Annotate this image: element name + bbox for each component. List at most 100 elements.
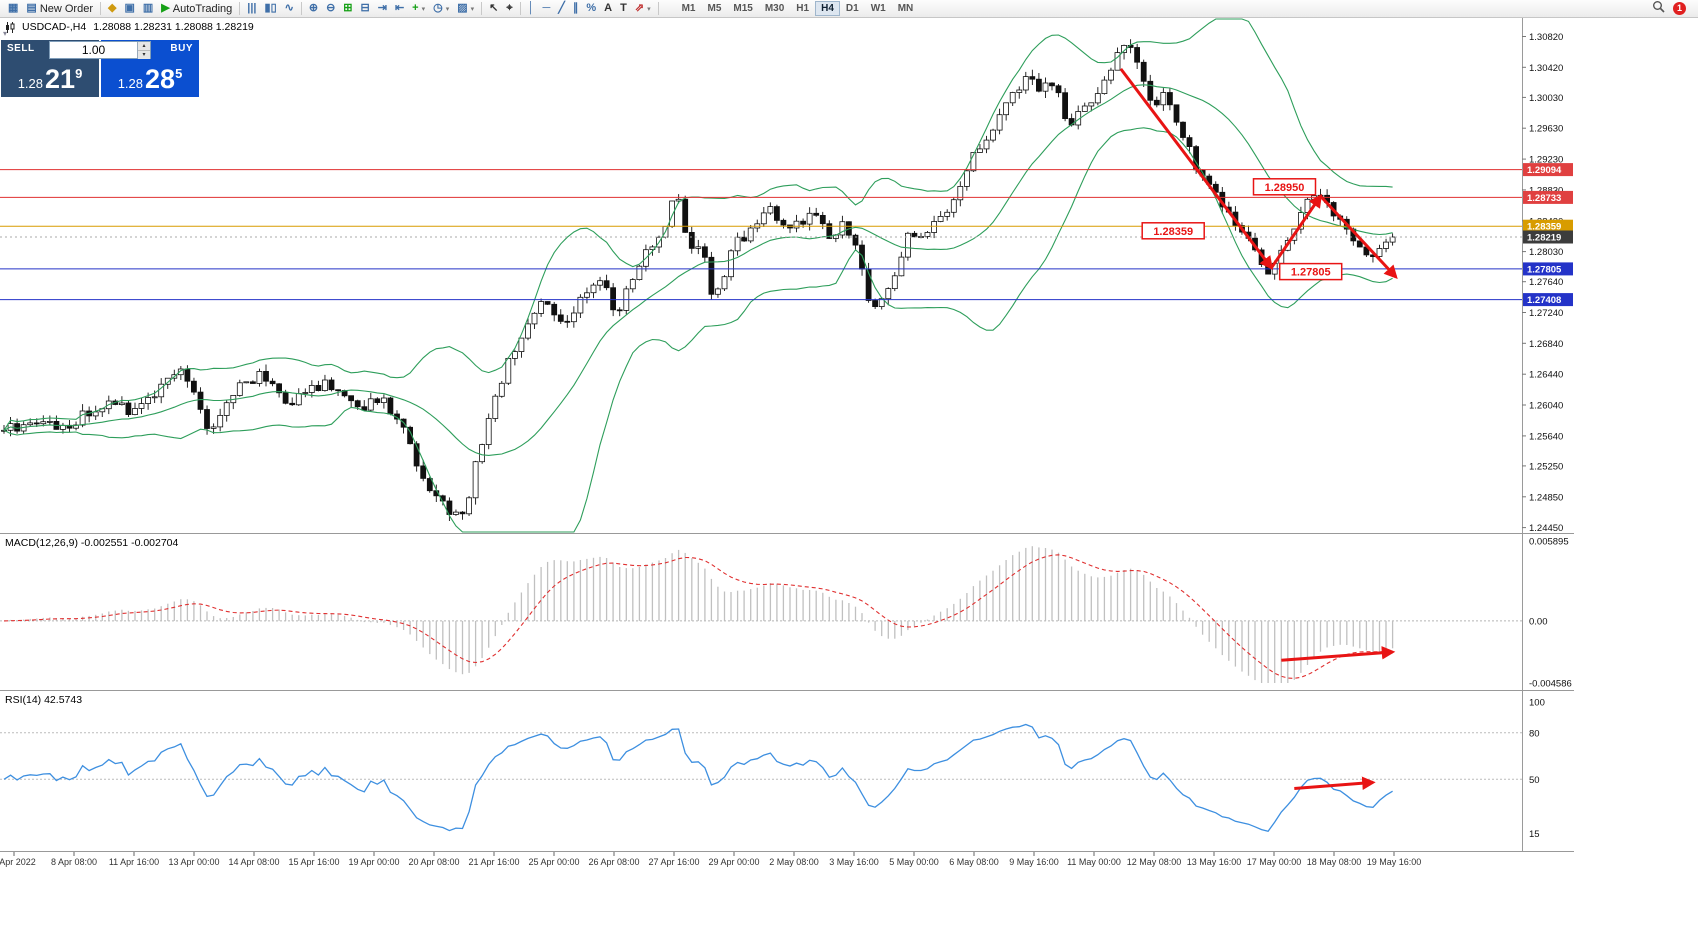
svg-text:1.28219: 1.28219 [1527, 233, 1561, 244]
svg-text:26 Apr 08:00: 26 Apr 08:00 [588, 857, 639, 867]
annotations: 1.28950 1.28359 1.27805 [1119, 67, 1398, 790]
fibonacci-icon[interactable]: % [582, 1, 600, 17]
timeframe-h1-button[interactable]: H1 [790, 1, 815, 16]
svg-text:19 May 16:00: 19 May 16:00 [1367, 857, 1422, 867]
toolbar-buttons: ▦ ▤ New Order ◆ ▣ ▥ ▶ AutoTrading ||| ▮▯ ∿ ⊕ ⊖ ⊞ ⊟ ⇥ ⇤ + ▾… [4, 1, 662, 17]
data-window-icon[interactable]: ▥ [139, 1, 157, 17]
timeframe-m1-button[interactable]: M1 [676, 1, 702, 16]
auto-scroll-icon[interactable]: ⇥ [374, 1, 391, 17]
svg-text:5 May 00:00: 5 May 00:00 [889, 857, 939, 867]
svg-text:25 Apr 00:00: 25 Apr 00:00 [528, 857, 579, 867]
svg-text:18 May 08:00: 18 May 08:00 [1307, 857, 1362, 867]
candlestick-chart-icon[interactable]: ▮▯ [261, 1, 281, 17]
svg-text:1.28359: 1.28359 [1527, 222, 1561, 233]
svg-text:8 Apr 08:00: 8 Apr 08:00 [51, 857, 97, 867]
symbol-period-label: USDCAD-,H4 [22, 21, 87, 33]
svg-text:80: 80 [1529, 728, 1540, 739]
svg-text:1.30030: 1.30030 [1529, 93, 1563, 104]
price-scale: 1.308201.304201.300301.296301.292301.288… [1522, 18, 1698, 937]
toolbar-separator [481, 2, 483, 15]
volume-up-button[interactable]: ▴ [138, 42, 150, 50]
line-chart-icon[interactable]: ∿ [281, 1, 298, 17]
timeframe-h4-button[interactable]: H4 [815, 1, 840, 16]
indicators-button[interactable]: + ▾ [408, 1, 429, 17]
svg-text:-0.004586: -0.004586 [1529, 679, 1572, 690]
horizontal-lines-group [0, 169, 1522, 301]
vertical-line-icon[interactable]: │ [524, 1, 539, 17]
svg-text:15 Apr 16:00: 15 Apr 16:00 [288, 857, 339, 867]
chart-shift-icon[interactable]: ⇤ [391, 1, 408, 17]
buy-price: 1.28285 [117, 64, 183, 94]
svg-text:1.27805: 1.27805 [1291, 267, 1331, 279]
svg-text:1.26840: 1.26840 [1529, 339, 1563, 350]
svg-text:1.30420: 1.30420 [1529, 63, 1563, 74]
search-icon[interactable] [1652, 0, 1665, 18]
toolbar-separator [519, 2, 521, 15]
sell-price: 1.28219 [17, 64, 83, 94]
autotrading-button[interactable]: ▶ AutoTrading [157, 1, 236, 17]
svg-text:1.28733: 1.28733 [1527, 193, 1561, 204]
text-label-icon[interactable]: T [616, 1, 631, 17]
timeframe-w1-button[interactable]: W1 [865, 1, 892, 16]
periods-button[interactable]: ◷ ▾ [429, 1, 453, 17]
svg-text:1.27408: 1.27408 [1527, 295, 1561, 306]
new-chart-button[interactable]: ▦ [4, 1, 22, 17]
zoom-out-icon[interactable]: ⊖ [322, 1, 339, 17]
arrows-button[interactable]: ⇗ ▾ [631, 1, 655, 17]
svg-text:1.30820: 1.30820 [1529, 32, 1563, 43]
svg-text:3 May 16:00: 3 May 16:00 [829, 857, 879, 867]
toolbar-separator [300, 2, 302, 15]
trendline-icon[interactable]: ╱ [554, 1, 569, 17]
bar-chart-icon[interactable]: ||| [243, 1, 260, 17]
templates-button[interactable]: ▨ ▾ [453, 1, 478, 17]
toolbar-separator [239, 2, 241, 15]
svg-text:1.29094: 1.29094 [1527, 165, 1562, 176]
toolbar-separator [657, 2, 659, 15]
svg-text:1.28030: 1.28030 [1529, 247, 1563, 258]
one-click-trading-panel: SELL 1.28219 BUY 1.28285 ▴ ▾ [1, 40, 199, 97]
tile-windows-icon[interactable]: ⊞ [339, 1, 356, 17]
cascade-windows-icon[interactable]: ⊟ [357, 1, 374, 17]
text-icon[interactable]: A [600, 1, 616, 17]
svg-text:1.25640: 1.25640 [1529, 431, 1563, 442]
timeframe-d1-button[interactable]: D1 [840, 1, 865, 16]
rsi-indicator-label: RSI(14) 42.5743 [5, 694, 83, 706]
pane-separators [0, 533, 1574, 852]
volume-input[interactable] [50, 42, 137, 58]
toolbar-separator [100, 2, 101, 15]
market-watch-icon[interactable]: ▣ [120, 1, 138, 17]
svg-text:1.27805: 1.27805 [1527, 264, 1562, 275]
new-order-button[interactable]: ▤ New Order [22, 1, 97, 17]
time-axis: 8 Apr 2022 8 Apr 08:00 11 Apr 16:00 13 Apr … [0, 852, 1421, 867]
timeframe-m30-button[interactable]: M30 [759, 1, 790, 16]
timeframe-m15-button[interactable]: M15 [727, 1, 758, 16]
timeframe-mn-button[interactable]: MN [892, 1, 920, 16]
equidistant-channel-icon[interactable]: ∥ [569, 1, 583, 17]
svg-text:14 Apr 08:00: 14 Apr 08:00 [228, 857, 279, 867]
toolbar-right-group: 1 [1652, 0, 1686, 18]
expert-advisors-icon[interactable]: ◆ [104, 1, 120, 17]
crosshair-icon[interactable]: ⌖ [502, 1, 516, 17]
svg-text:11 Apr 16:00: 11 Apr 16:00 [109, 857, 159, 867]
zoom-in-icon[interactable]: ⊕ [305, 1, 322, 17]
rsi-pane [0, 723, 1522, 833]
timeframe-m5-button[interactable]: M5 [701, 1, 727, 16]
svg-text:29 Apr 00:00: 29 Apr 00:00 [708, 857, 759, 867]
svg-text:1.29630: 1.29630 [1529, 124, 1563, 135]
svg-text:1.27240: 1.27240 [1529, 308, 1563, 319]
macd-indicator-label: MACD(12,26,9) -0.002551 -0.002704 [5, 537, 179, 549]
panel-collapse-button[interactable]: ▾ [3, 29, 8, 38]
svg-text:100: 100 [1529, 697, 1545, 708]
macd-pane [0, 546, 1522, 683]
svg-text:21 Apr 16:00: 21 Apr 16:00 [468, 857, 519, 867]
volume-down-button[interactable]: ▾ [138, 50, 150, 59]
svg-text:11 May 00:00: 11 May 00:00 [1067, 857, 1121, 867]
horizontal-line-icon[interactable]: ─ [538, 1, 554, 17]
cursor-icon[interactable]: ↖ [485, 1, 502, 17]
svg-text:50: 50 [1529, 775, 1540, 786]
ohlc-values: 1.28088 1.28231 1.28088 1.28219 [93, 21, 254, 33]
notification-badge[interactable]: 1 [1673, 2, 1686, 15]
svg-text:0.00: 0.00 [1529, 616, 1548, 627]
